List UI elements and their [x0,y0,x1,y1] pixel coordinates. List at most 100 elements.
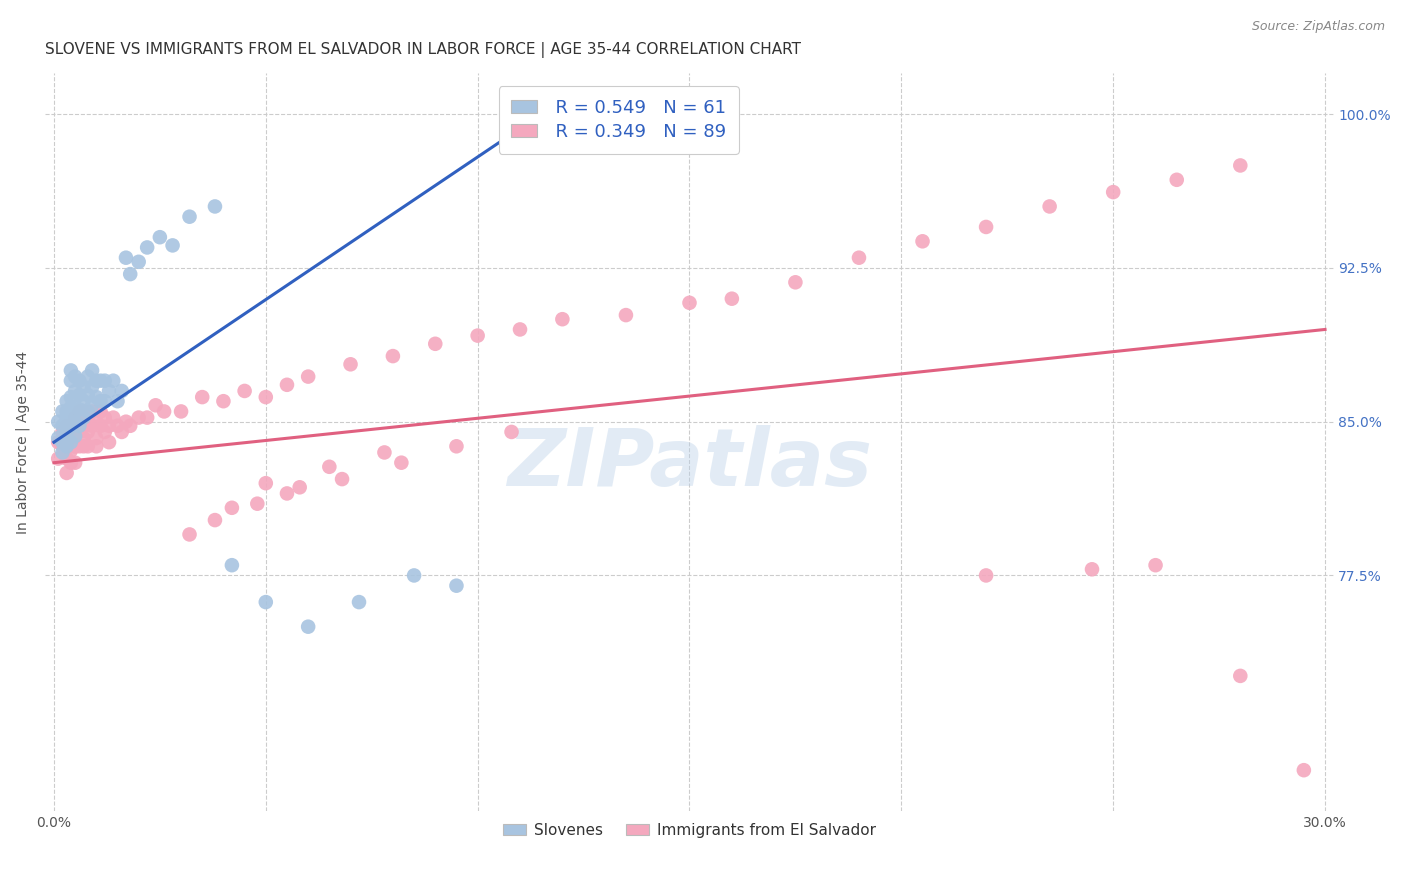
Point [254,390,277,404]
Point [179,210,201,224]
Point [446,439,468,453]
Point [136,240,159,254]
Point [63,401,86,415]
Point [86,374,108,388]
Point [63,439,86,453]
Point [63,425,86,439]
Point [614,308,637,322]
Point [136,410,159,425]
Point [530,107,553,121]
Point [63,369,86,384]
Point [404,568,426,582]
Point [72,418,94,433]
Point [59,390,82,404]
Point [55,404,77,418]
Point [76,404,98,418]
Point [46,435,69,450]
Point [80,398,103,412]
Point [67,425,90,439]
Point [46,415,69,429]
Point [76,369,98,384]
Point [381,349,404,363]
Point [221,558,243,573]
Point [233,384,256,398]
Point [276,486,298,500]
Point [446,579,468,593]
Point [107,394,129,409]
Point [67,439,90,453]
Point [98,435,121,450]
Point [318,459,340,474]
Point [425,336,447,351]
Point [67,418,90,433]
Point [80,380,103,394]
Point [67,402,90,417]
Point [59,363,82,377]
Point [389,456,412,470]
Point [1081,562,1104,576]
Point [63,384,86,398]
Point [120,418,142,433]
Text: SLOVENE VS IMMIGRANTS FROM EL SALVADOR IN LABOR FORCE | AGE 35-44 CORRELATION CH: SLOVENE VS IMMIGRANTS FROM EL SALVADOR I… [45,42,801,58]
Point [72,410,94,425]
Point [59,374,82,388]
Point [107,418,129,433]
Point [128,254,150,268]
Point [1292,763,1315,777]
Point [678,295,700,310]
Point [55,439,77,453]
Point [63,456,86,470]
Point [339,357,361,371]
Point [55,466,77,480]
Point [90,374,112,388]
Point [86,390,108,404]
Point [51,439,73,453]
Point [254,476,277,491]
Point [254,595,277,609]
Point [94,410,117,425]
Point [76,439,98,453]
Point [501,425,523,439]
Legend: Slovenes, Immigrants from El Salvador: Slovenes, Immigrants from El Salvador [498,817,882,844]
Point [204,199,226,213]
Point [59,443,82,458]
Point [59,456,82,470]
Point [330,472,353,486]
Point [59,418,82,433]
Point [59,435,82,450]
Point [276,377,298,392]
Point [297,369,319,384]
Point [98,384,121,398]
Point [72,439,94,453]
Point [72,380,94,394]
Point [51,404,73,418]
Point [46,431,69,445]
Point [153,404,176,418]
Point [55,418,77,433]
Point [90,404,112,418]
Point [111,425,134,439]
Point [63,439,86,453]
Point [90,418,112,433]
Y-axis label: In Labor Force | Age 35-44: In Labor Force | Age 35-44 [15,351,30,533]
Point [80,404,103,418]
Text: ZIPatlas: ZIPatlas [508,425,872,503]
Point [974,219,997,234]
Point [1102,185,1125,199]
Point [974,568,997,582]
Point [115,251,138,265]
Point [55,451,77,466]
Point [551,312,574,326]
Point [90,394,112,409]
Point [162,238,184,252]
Point [128,410,150,425]
Point [94,394,117,409]
Point [103,410,125,425]
Point [51,445,73,459]
Point [55,394,77,409]
Point [59,401,82,415]
Point [80,418,103,433]
Point [55,410,77,425]
Point [149,230,172,244]
Point [55,425,77,439]
